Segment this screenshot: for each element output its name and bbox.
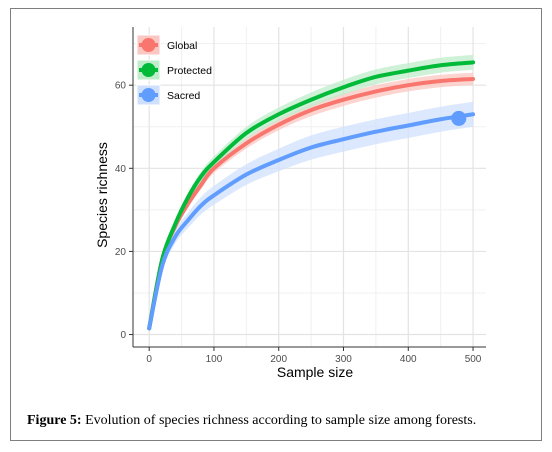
figure-caption: Figure 5: Evolution of species richness …: [27, 412, 543, 430]
series-lines: [147, 60, 476, 331]
y-tick-label: 0: [120, 330, 126, 341]
legend-label-global: Global: [167, 40, 197, 52]
legend-marker-protected: [141, 63, 156, 77]
figure-frame: 0 100 200 300 400 500 0 20 40 60 Global Protected S…: [10, 8, 542, 441]
x-tick-label: 400: [400, 354, 417, 365]
figure-label: Figure 5:: [27, 413, 82, 428]
x-tick-label: 100: [206, 354, 223, 365]
legend-label-sacred: Sacred: [167, 90, 200, 102]
endpoint-sacred: [451, 110, 467, 126]
legend-marker-global: [141, 38, 156, 52]
legend-marker-sacred: [141, 88, 156, 102]
axes: [129, 27, 486, 351]
y-tick-label: 40: [115, 164, 127, 175]
legend-label-protected: Protected: [167, 65, 212, 77]
line-protected: [147, 60, 476, 331]
x-tick-label: 200: [270, 354, 287, 365]
y-axis-label: Species richness: [94, 142, 110, 248]
x-tick-label: 300: [335, 354, 352, 365]
chart: 0 100 200 300 400 500 0 20 40 60 Global Protected S…: [94, 27, 486, 380]
x-tick-label: 0: [146, 354, 152, 365]
tick-labels: 0 100 200 300 400 500 0 20 40 60: [115, 81, 482, 365]
line-sacred: [147, 112, 476, 331]
y-tick-label: 60: [115, 81, 127, 92]
y-tick-label: 20: [115, 247, 127, 258]
x-tick-label: 500: [465, 354, 482, 365]
legend: Global Protected Sacred: [136, 34, 212, 106]
x-axis-label: Sample size: [277, 364, 353, 380]
caption-text: Evolution of species richness according …: [81, 413, 477, 428]
